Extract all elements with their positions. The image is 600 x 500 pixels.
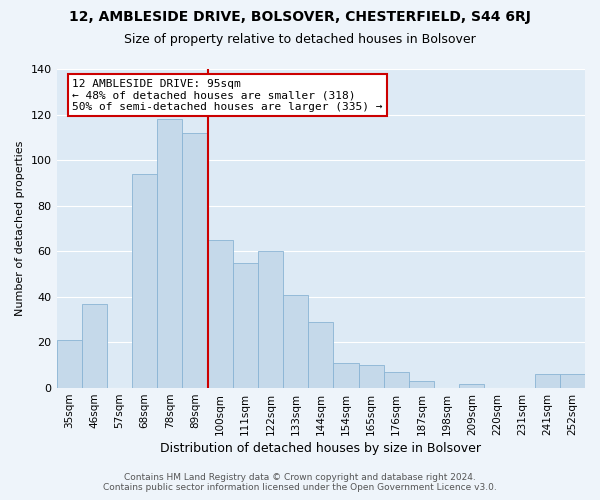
Bar [560, 374, 585, 388]
Bar [132, 174, 157, 388]
Bar [409, 381, 434, 388]
Text: Contains HM Land Registry data © Crown copyright and database right 2024.
Contai: Contains HM Land Registry data © Crown c… [103, 473, 497, 492]
Bar [334, 363, 359, 388]
Y-axis label: Number of detached properties: Number of detached properties [15, 141, 25, 316]
Bar [258, 252, 283, 388]
Bar [157, 119, 182, 388]
Text: 12 AMBLESIDE DRIVE: 95sqm
← 48% of detached houses are smaller (318)
50% of semi: 12 AMBLESIDE DRIVE: 95sqm ← 48% of detac… [73, 78, 383, 112]
Bar [208, 240, 233, 388]
Bar [182, 133, 208, 388]
Bar [383, 372, 409, 388]
Text: Size of property relative to detached houses in Bolsover: Size of property relative to detached ho… [124, 32, 476, 46]
Bar [283, 294, 308, 388]
Bar [56, 340, 82, 388]
Bar [459, 384, 484, 388]
Bar [359, 366, 383, 388]
Bar [233, 262, 258, 388]
X-axis label: Distribution of detached houses by size in Bolsover: Distribution of detached houses by size … [160, 442, 481, 455]
Text: 12, AMBLESIDE DRIVE, BOLSOVER, CHESTERFIELD, S44 6RJ: 12, AMBLESIDE DRIVE, BOLSOVER, CHESTERFI… [69, 10, 531, 24]
Bar [308, 322, 334, 388]
Bar [535, 374, 560, 388]
Bar [82, 304, 107, 388]
